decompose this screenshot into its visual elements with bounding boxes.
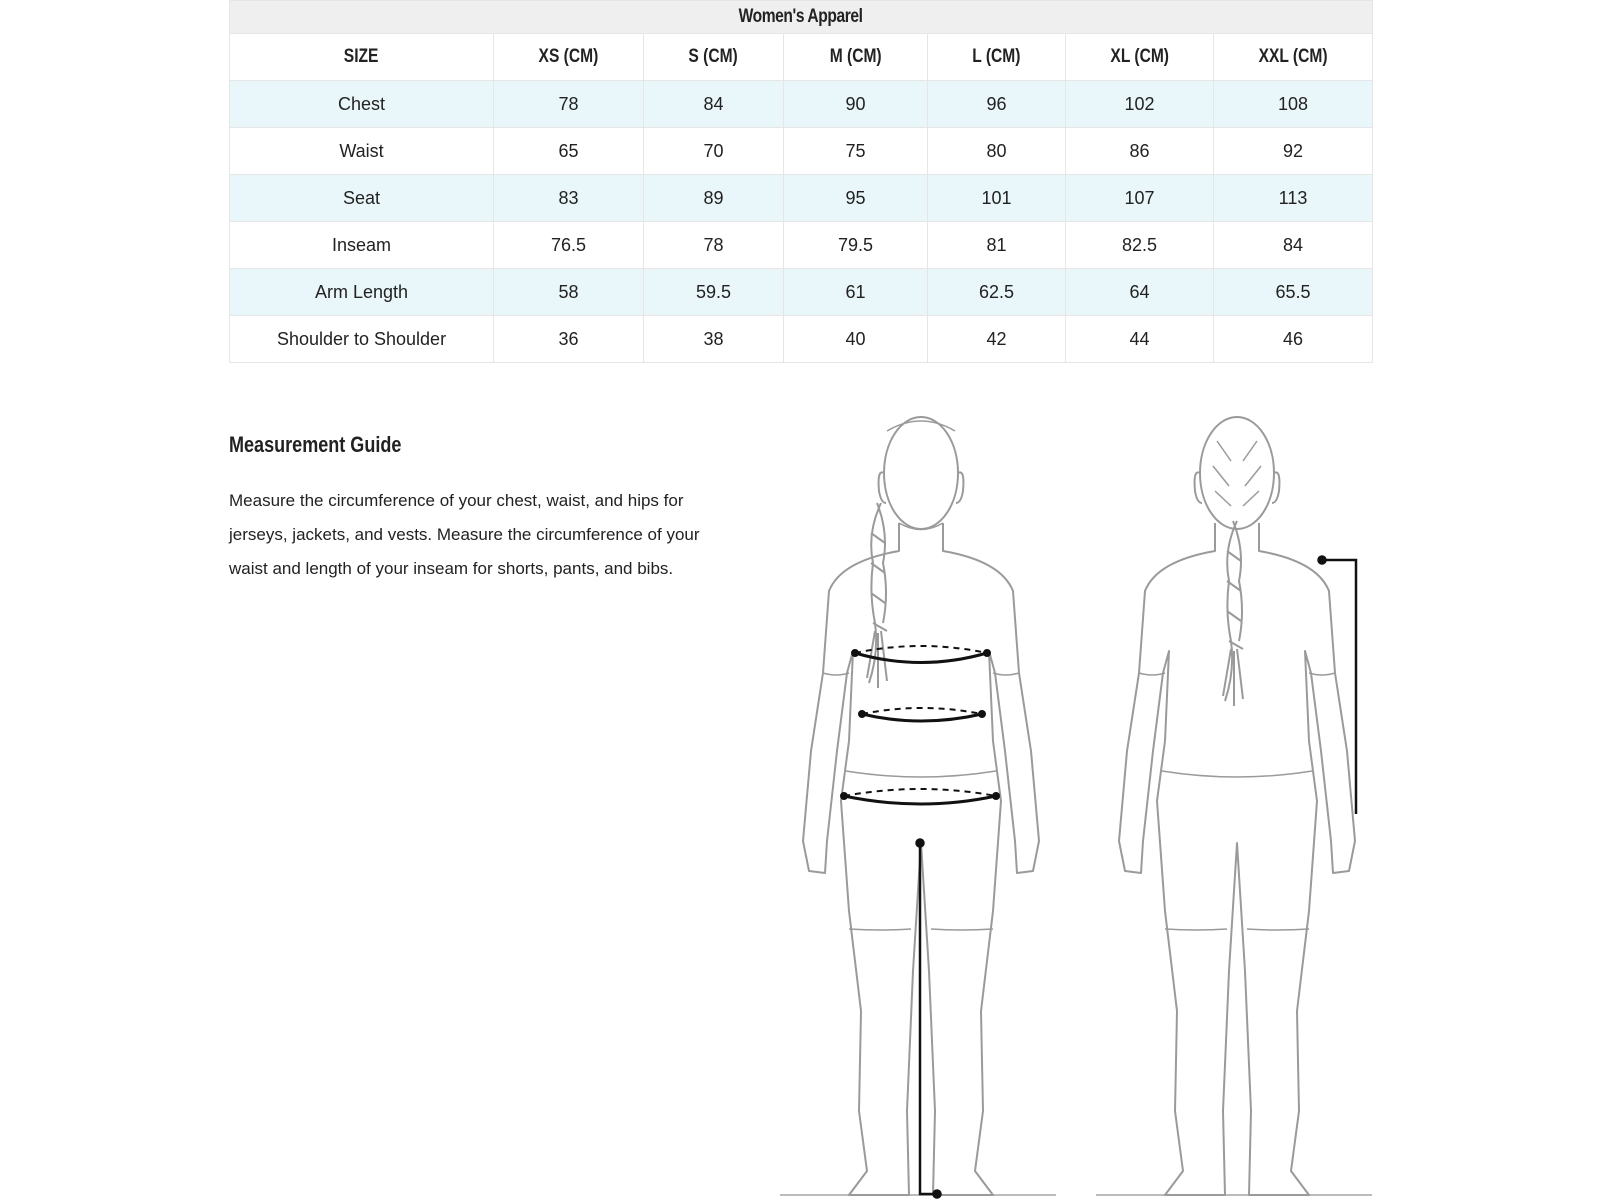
row-label: Seat <box>229 174 494 222</box>
table-cell: 82.5 <box>1065 221 1214 269</box>
table-cell: 44 <box>1065 315 1214 363</box>
table-cell: 80 <box>927 127 1066 175</box>
table-cell: 40 <box>783 315 928 363</box>
table-header-row: SIZE XS (CM) S (CM) M (CM) L (CM) XL (CM… <box>229 33 1374 81</box>
table-row: Seat 83 89 95 101 107 113 <box>229 174 1374 222</box>
inseam-measurement-line <box>915 838 942 1199</box>
column-header: XL (CM) <box>1065 33 1214 81</box>
table-cell: 78 <box>643 221 784 269</box>
column-header-text: SIZE <box>344 46 379 67</box>
table-row: Shoulder to Shoulder 36 38 40 42 44 46 <box>229 315 1374 363</box>
chest-measurement-ring <box>851 645 991 664</box>
column-header-text: S (CM) <box>688 46 739 67</box>
table-cell: 75 <box>783 127 928 175</box>
table-cell: 90 <box>783 80 928 128</box>
table-title-text: Women's Apparel <box>739 6 863 27</box>
waist-measurement-ring <box>858 707 986 723</box>
row-label: Inseam <box>229 221 494 269</box>
table-cell: 79.5 <box>783 221 928 269</box>
table-cell: 101 <box>927 174 1066 222</box>
table-cell: 38 <box>643 315 784 363</box>
back-view-figure <box>1118 416 1356 1196</box>
hip-measurement-ring <box>840 788 1000 806</box>
table-cell: 86 <box>1065 127 1214 175</box>
measurement-guide-text: Measure the circumference of your chest,… <box>229 491 700 578</box>
row-label: Arm Length <box>229 268 494 316</box>
table-title: Women's Apparel <box>228 0 1374 34</box>
table-cell: 84 <box>643 80 784 128</box>
column-header-text: XXL (CM) <box>1258 46 1328 67</box>
arm-length-measurement-line <box>1317 555 1358 814</box>
row-label: Chest <box>229 80 494 128</box>
column-header-text: M (CM) <box>829 46 882 67</box>
column-header: S (CM) <box>643 33 784 81</box>
column-header: XXL (CM) <box>1212 33 1374 81</box>
table-cell: 81 <box>927 221 1066 269</box>
table-cell: 89 <box>643 174 784 222</box>
table-cell: 102 <box>1065 80 1214 128</box>
table-cell: 96 <box>927 80 1066 128</box>
table-cell: 113 <box>1212 174 1374 222</box>
size-chart-table: Women's Apparel SIZE XS (CM) S (CM) M (C… <box>228 0 1374 363</box>
column-header-text: XS (CM) <box>538 46 599 67</box>
table-cell: 42 <box>927 315 1066 363</box>
column-header-text: XL (CM) <box>1110 46 1169 67</box>
table-cell: 46 <box>1212 315 1374 363</box>
table-cell: 78 <box>493 80 644 128</box>
table-cell: 108 <box>1212 80 1374 128</box>
column-header: L (CM) <box>927 33 1066 81</box>
table-cell: 58 <box>493 268 644 316</box>
table-row: Inseam 76.5 78 79.5 81 82.5 84 <box>229 221 1374 269</box>
table-cell: 92 <box>1212 127 1374 175</box>
row-label: Shoulder to Shoulder <box>229 315 494 363</box>
table-cell: 70 <box>643 127 784 175</box>
table-row: Waist 65 70 75 80 86 92 <box>229 127 1374 175</box>
table-cell: 76.5 <box>493 221 644 269</box>
table-cell: 64 <box>1065 268 1214 316</box>
table-cell: 83 <box>493 174 644 222</box>
table-row: Chest 78 84 90 96 102 108 <box>229 80 1374 128</box>
table-cell: 36 <box>493 315 644 363</box>
table-cell: 95 <box>783 174 928 222</box>
measurement-guide-title: Measurement Guide <box>229 432 402 457</box>
front-view-figure <box>802 416 1040 1196</box>
column-header-text: L (CM) <box>972 46 1021 67</box>
table-cell: 62.5 <box>927 268 1066 316</box>
row-label: Waist <box>229 127 494 175</box>
column-header: M (CM) <box>783 33 928 81</box>
